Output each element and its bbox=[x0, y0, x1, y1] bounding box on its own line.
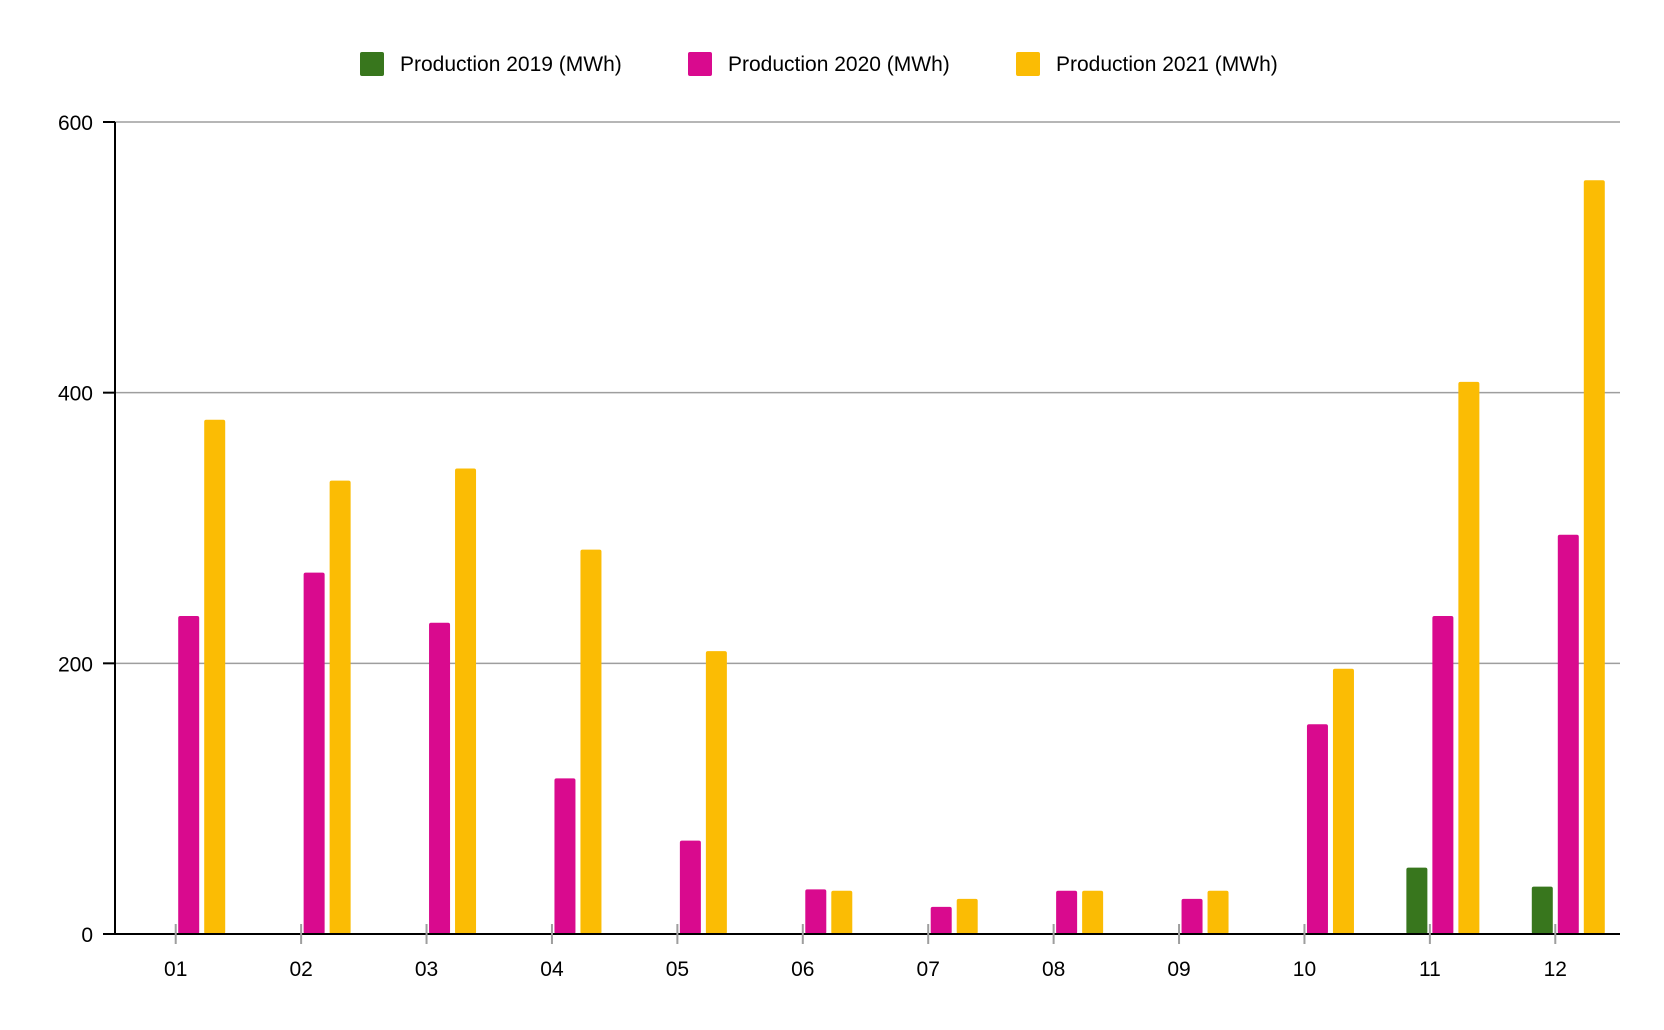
bar-production-2020-mwh--02 bbox=[303, 572, 325, 934]
bar-production-2021-mwh--03 bbox=[455, 468, 477, 934]
bar-production-2020-mwh--04 bbox=[554, 778, 576, 934]
bar-production-2021-mwh--04 bbox=[580, 549, 602, 934]
x-tick-label: 03 bbox=[415, 958, 438, 981]
bar-production-2020-mwh--06 bbox=[805, 889, 827, 934]
y-tick-label: 0 bbox=[81, 924, 93, 947]
bar-production-2021-mwh--02 bbox=[329, 480, 351, 934]
x-tick-label: 04 bbox=[540, 958, 564, 981]
bar-production-2020-mwh--12 bbox=[1557, 534, 1579, 934]
legend-swatch bbox=[360, 52, 384, 76]
x-tick-label: 07 bbox=[917, 958, 940, 981]
y-axis-ticks: 0 200 400 600 bbox=[58, 112, 115, 947]
y-tick-label: 600 bbox=[58, 112, 93, 135]
bar-production-2021-mwh--08 bbox=[1082, 890, 1104, 934]
legend-swatch bbox=[688, 52, 712, 76]
y-tick-label: 400 bbox=[58, 383, 93, 406]
bar-production-2020-mwh--08 bbox=[1056, 890, 1078, 934]
legend: Production 2019 (MWh) Production 2020 (MW… bbox=[360, 52, 1278, 76]
x-tick-label: 02 bbox=[289, 958, 312, 981]
gridlines bbox=[115, 121, 1620, 665]
bar-production-2021-mwh--07 bbox=[956, 898, 978, 934]
x-tick-label: 10 bbox=[1293, 958, 1316, 981]
bar-production-2020-mwh--11 bbox=[1432, 615, 1454, 934]
bar-production-2021-mwh--11 bbox=[1458, 381, 1480, 935]
legend-label: Production 2020 (MWh) bbox=[728, 53, 950, 76]
x-tick-label: 09 bbox=[1167, 958, 1190, 981]
legend-label: Production 2021 (MWh) bbox=[1056, 53, 1278, 76]
x-tick-label: 11 bbox=[1419, 958, 1441, 981]
axes bbox=[103, 122, 1620, 935]
bar-production-2019-mwh--11 bbox=[1406, 867, 1428, 934]
bar-production-2021-mwh--12 bbox=[1583, 180, 1605, 934]
bar-production-2021-mwh--06 bbox=[831, 890, 853, 934]
x-tick-label: 01 bbox=[164, 958, 187, 981]
bar-production-2020-mwh--05 bbox=[679, 840, 701, 934]
bar-production-2020-mwh--01 bbox=[178, 615, 200, 934]
bar-production-2021-mwh--09 bbox=[1207, 890, 1229, 934]
bar-production-2019-mwh--12 bbox=[1531, 886, 1553, 934]
bars bbox=[178, 180, 1605, 935]
bar-production-2020-mwh--10 bbox=[1306, 724, 1328, 934]
bar-production-2021-mwh--05 bbox=[705, 651, 727, 934]
y-tick-label: 200 bbox=[58, 653, 93, 676]
bar-production-2020-mwh--03 bbox=[429, 622, 451, 934]
bar-production-2020-mwh--07 bbox=[930, 906, 952, 934]
x-tick-label: 06 bbox=[791, 958, 814, 981]
x-tick-label: 12 bbox=[1544, 958, 1567, 981]
x-axis-ticks: 01 02 03 04 05 06 07 08 09 10 11 12 bbox=[164, 924, 1567, 981]
bar-production-2020-mwh--09 bbox=[1181, 898, 1203, 934]
legend-swatch bbox=[1016, 52, 1040, 76]
x-tick-label: 08 bbox=[1042, 958, 1065, 981]
legend-label: Production 2019 (MWh) bbox=[400, 53, 622, 76]
bar-production-2021-mwh--10 bbox=[1332, 668, 1354, 934]
x-tick-label: 05 bbox=[666, 958, 689, 981]
bar-production-2021-mwh--01 bbox=[204, 419, 226, 934]
